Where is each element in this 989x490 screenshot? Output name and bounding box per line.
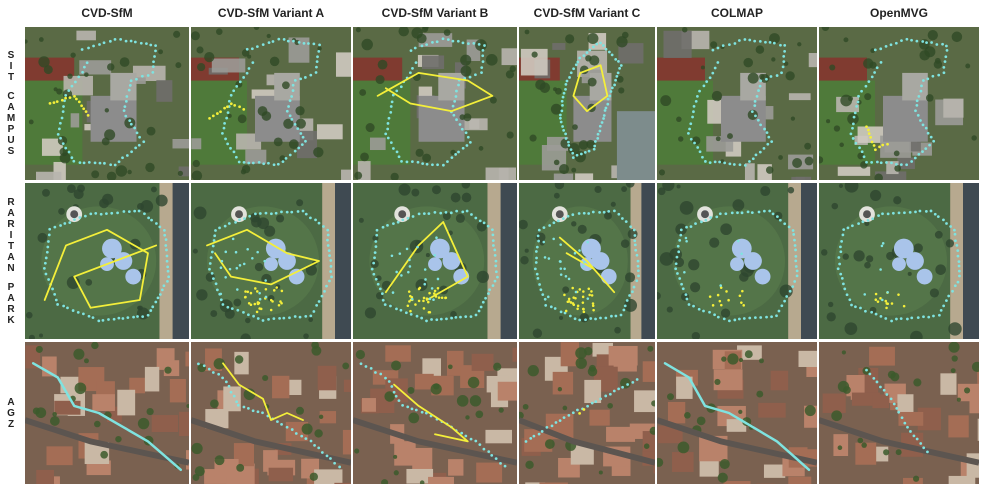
result-image-sit-campus-variant-c [518, 26, 656, 181]
estimated-trajectory [222, 362, 304, 421]
row-label-letter: T [7, 240, 15, 252]
estimated-trajectory [208, 102, 246, 120]
row-label-letter: A [7, 292, 15, 304]
estimated-trajectory [558, 236, 616, 294]
estimated-points [406, 286, 448, 314]
estimated-trajectory [572, 64, 609, 113]
result-image-raritan-park-cvd-sfm [24, 182, 190, 340]
ground-truth-points [683, 236, 743, 287]
result-image-sit-campus-colmap [656, 26, 818, 181]
row-label-letter: R [7, 196, 15, 208]
ground-truth-trajectory [865, 368, 929, 454]
row-label-letter: P [7, 124, 15, 135]
ground-truth-trajectory [56, 37, 157, 167]
ground-truth-trajectory [687, 38, 787, 167]
column-header-cvd-sfm: CVD-SfM [81, 6, 133, 20]
row-label-letter: G [7, 407, 15, 419]
row-label-letter: I [9, 229, 13, 241]
ground-truth-trajectory [674, 209, 799, 323]
estimated-trajectory [578, 408, 586, 415]
estimated-trajectory [865, 125, 889, 152]
ground-truth-trajectory [849, 37, 949, 167]
ground-truth-trajectory [663, 362, 811, 472]
ground-truth-points [863, 242, 889, 302]
row-label-letter: S [7, 50, 15, 61]
row-label-letter: C [7, 91, 15, 102]
estimated-points [563, 286, 595, 314]
result-image-sit-campus-variant-b [352, 26, 518, 181]
ground-truth-trajectory [42, 209, 171, 323]
ground-truth-trajectory [197, 362, 342, 469]
row-label-letter: M [6, 113, 16, 124]
estimated-trajectory [43, 228, 158, 309]
row-label-letter: A [7, 207, 15, 219]
result-image-raritan-park-openmvg [818, 182, 980, 340]
column-header-variant-b: CVD-SfM Variant B [381, 6, 489, 20]
row-label-letter: A [7, 102, 15, 113]
estimated-trajectory [206, 228, 320, 286]
ground-truth-points [219, 237, 268, 301]
row-label-letter: R [7, 218, 15, 230]
result-image-sit-campus-cvd-sfm [24, 26, 190, 181]
result-image-sit-campus-variant-a [190, 26, 352, 181]
estimated-trajectory [393, 383, 469, 443]
row-label-letter: A [7, 251, 15, 263]
estimated-trajectory [384, 221, 469, 301]
ground-truth-trajectory [836, 209, 961, 323]
result-image-sit-campus-openmvg [818, 26, 980, 181]
result-image-raritan-park-variant-a [190, 182, 352, 340]
result-image-agz-variant-a [190, 341, 352, 485]
ground-truth-trajectory [533, 209, 640, 322]
row-label-letter: I [9, 61, 13, 72]
row-label-letter: Z [7, 418, 15, 430]
column-header-openmvg: OpenMVG [869, 6, 928, 20]
ground-truth-trajectory [221, 37, 321, 167]
row-label-letter: U [7, 135, 15, 146]
result-image-agz-colmap [656, 341, 818, 485]
estimated-trajectory [376, 72, 494, 113]
estimated-points [708, 286, 745, 307]
estimated-points [243, 286, 284, 314]
column-header-variant-c: CVD-SfM Variant C [533, 6, 641, 20]
row-label-letter: A [7, 396, 15, 408]
row-label-letter: N [7, 262, 15, 274]
ground-truth-trajectory [524, 378, 639, 443]
row-label-letter: T [7, 72, 15, 83]
column-header-variant-a: CVD-SfM Variant A [217, 6, 325, 20]
result-image-agz-variant-c [518, 341, 656, 485]
result-image-raritan-park-colmap [656, 182, 818, 340]
ground-truth-trajectory [370, 209, 499, 323]
row-label-letter: P [7, 281, 15, 293]
row-label-letter: R [7, 303, 15, 315]
row-label-letter: K [7, 314, 15, 326]
result-image-raritan-park-variant-b [352, 182, 518, 340]
ground-truth-points [542, 237, 590, 300]
result-image-agz-openmvg [818, 341, 980, 485]
result-image-raritan-park-variant-c [518, 182, 656, 340]
result-image-agz-variant-b [352, 341, 518, 485]
ground-truth-trajectory [31, 362, 183, 472]
ground-truth-trajectory [559, 41, 623, 159]
result-image-agz-cvd-sfm [24, 341, 190, 485]
column-header-colmap: COLMAP [711, 6, 763, 20]
estimated-trajectory [48, 95, 90, 117]
row-label-letter: S [7, 146, 15, 157]
ground-truth-trajectory [208, 209, 333, 322]
ground-truth-trajectory [384, 37, 486, 167]
ground-truth-points [390, 236, 440, 301]
